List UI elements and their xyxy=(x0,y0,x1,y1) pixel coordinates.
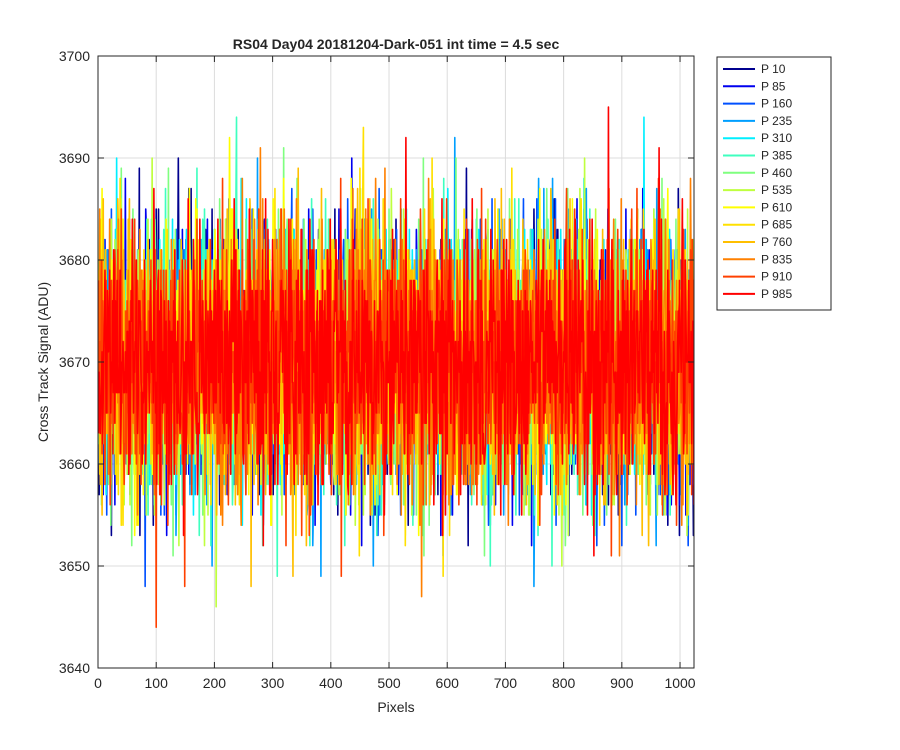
legend-label: P 835 xyxy=(761,252,792,266)
x-tick-label: 100 xyxy=(145,675,169,691)
legend-label: P 310 xyxy=(761,131,792,145)
x-tick-label: 1000 xyxy=(664,675,695,691)
y-tick-label: 3660 xyxy=(59,456,90,472)
y-tick-label: 3650 xyxy=(59,558,90,574)
series-line-p-985 xyxy=(98,106,694,557)
x-axis-label: Pixels xyxy=(377,699,414,715)
y-tick-label: 3700 xyxy=(59,48,90,64)
legend-label: P 85 xyxy=(761,79,786,93)
legend-label: P 460 xyxy=(761,166,792,180)
legend-label: P 160 xyxy=(761,97,792,111)
y-axis-label: Cross Track Signal (ADU) xyxy=(35,282,51,442)
x-tick-label: 500 xyxy=(377,675,401,691)
legend-label: P 235 xyxy=(761,114,792,128)
x-tick-label: 300 xyxy=(261,675,285,691)
legend-label: P 910 xyxy=(761,270,792,284)
legend: P 10 P 85 P 160 P 235 P 310 P 385 P 460 P 535 P … xyxy=(716,56,832,311)
x-tick-label: 800 xyxy=(552,675,576,691)
legend-label: P 535 xyxy=(761,183,792,197)
x-tick-label: 900 xyxy=(610,675,634,691)
legend-box xyxy=(716,56,832,311)
y-tick-label: 3640 xyxy=(59,660,90,676)
y-tick-label: 3690 xyxy=(59,150,90,166)
x-tick-label: 400 xyxy=(319,675,343,691)
x-tick-label: 600 xyxy=(436,675,460,691)
ticks: 0 100 200 300 400 500 600 700 800 900 1000 3640 3650… xyxy=(59,48,696,691)
x-tick-label: 0 xyxy=(94,675,102,691)
y-tick-label: 3680 xyxy=(59,252,90,268)
legend-label: P 685 xyxy=(761,218,792,232)
series-layer xyxy=(98,106,694,628)
x-tick-label: 700 xyxy=(494,675,518,691)
y-tick-label: 3670 xyxy=(59,354,90,370)
legend-label: P 385 xyxy=(761,149,792,163)
legend-label: P 10 xyxy=(761,62,786,76)
x-tick-label: 200 xyxy=(203,675,227,691)
legend-label: P 610 xyxy=(761,200,792,214)
legend-label: P 760 xyxy=(761,235,792,249)
chart-title: RS04 Day04 20181204-Dark-051 int time = … xyxy=(233,36,560,52)
legend-label: P 985 xyxy=(761,287,792,301)
